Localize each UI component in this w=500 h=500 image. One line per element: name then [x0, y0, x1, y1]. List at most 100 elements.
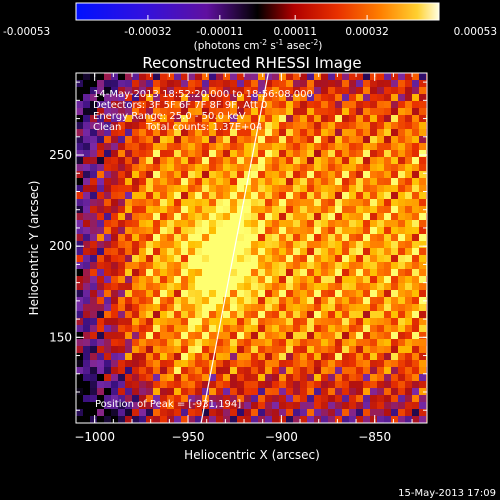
heatmap-cell: [349, 325, 357, 333]
heatmap-cell: [160, 409, 168, 417]
heatmap-cell: [202, 360, 210, 368]
heatmap-cell: [90, 290, 98, 298]
heatmap-cell: [258, 94, 266, 102]
heatmap-cell: [83, 318, 91, 326]
heatmap-cell: [223, 381, 231, 389]
heatmap-cell: [279, 395, 287, 403]
heatmap-cell: [279, 129, 287, 137]
heatmap-cell: [90, 255, 98, 263]
heatmap-cell: [209, 339, 217, 347]
heatmap-cell: [153, 283, 161, 291]
heatmap-cell: [195, 276, 203, 284]
heatmap-cell: [195, 304, 203, 312]
heatmap-cell: [167, 171, 175, 179]
heatmap-cell: [118, 94, 126, 102]
heatmap-cell: [244, 80, 252, 88]
heatmap-cell: [216, 255, 224, 263]
heatmap-cell: [125, 241, 133, 249]
heatmap-cell: [118, 234, 126, 242]
heatmap-cell: [286, 297, 294, 305]
heatmap-cell: [342, 304, 350, 312]
heatmap-cell: [300, 332, 308, 340]
heatmap-cell: [258, 115, 266, 123]
heatmap-cell: [307, 101, 315, 109]
heatmap-cell: [174, 360, 182, 368]
heatmap-cell: [188, 304, 196, 312]
heatmap-cell: [377, 262, 385, 270]
heatmap-cell: [195, 101, 203, 109]
heatmap-cell: [286, 416, 294, 423]
heatmap-cell: [167, 353, 175, 361]
heatmap-cell: [349, 143, 357, 151]
heatmap-cell: [209, 283, 217, 291]
heatmap-cell: [405, 241, 413, 249]
heatmap-cell: [405, 213, 413, 221]
heatmap-cell: [167, 220, 175, 228]
heatmap-cell: [293, 136, 301, 144]
heatmap-cell: [314, 115, 322, 123]
heatmap-cell: [216, 129, 224, 137]
heatmap-cell: [286, 325, 294, 333]
heatmap-cell: [412, 101, 420, 109]
heatmap-cell: [216, 108, 224, 116]
heatmap-cell: [293, 381, 301, 389]
heatmap-cell: [363, 290, 371, 298]
heatmap-cell: [370, 178, 378, 186]
heatmap-cell: [223, 94, 231, 102]
heatmap-cell: [223, 304, 231, 312]
heatmap-cell: [160, 234, 168, 242]
heatmap-cell: [286, 339, 294, 347]
heatmap-cell: [167, 143, 175, 151]
heatmap-cell: [272, 136, 280, 144]
heatmap-cell: [370, 108, 378, 116]
heatmap-cell: [195, 192, 203, 200]
heatmap-cell: [412, 360, 420, 368]
heatmap-cell: [391, 101, 399, 109]
heatmap-cell: [216, 409, 224, 417]
heatmap-cell: [370, 150, 378, 158]
heatmap-cell: [202, 339, 210, 347]
heatmap-cell: [104, 220, 112, 228]
heatmap-cell: [104, 171, 112, 179]
heatmap-cell: [202, 171, 210, 179]
heatmap-cell: [195, 311, 203, 319]
heatmap-cell: [237, 255, 245, 263]
heatmap-cell: [286, 101, 294, 109]
heatmap-cell: [188, 164, 196, 172]
heatmap-cell: [230, 122, 238, 130]
heatmap-cell: [286, 73, 294, 81]
heatmap-cell: [286, 353, 294, 361]
heatmap-cell: [342, 171, 350, 179]
heatmap-cell: [391, 248, 399, 256]
heatmap-cell: [216, 360, 224, 368]
heatmap-cell: [293, 304, 301, 312]
heatmap-cell: [195, 339, 203, 347]
heatmap-cell: [174, 192, 182, 200]
heatmap-cell: [216, 171, 224, 179]
heatmap-cell: [293, 248, 301, 256]
heatmap-cell: [237, 108, 245, 116]
heatmap-cell: [237, 178, 245, 186]
heatmap-cell: [160, 108, 168, 116]
heatmap-cell: [125, 143, 133, 151]
heatmap-cell: [83, 262, 91, 270]
heatmap-cell: [146, 248, 154, 256]
heatmap-cell: [286, 164, 294, 172]
heatmap-cell: [244, 73, 252, 81]
heatmap-cell: [265, 157, 273, 165]
heatmap-cell: [111, 297, 119, 305]
heatmap-cell: [321, 150, 329, 158]
heatmap-cell: [195, 234, 203, 242]
heatmap-cell: [384, 402, 392, 410]
heatmap-cell: [335, 220, 343, 228]
heatmap-cell: [146, 185, 154, 193]
heatmap-cell: [328, 73, 336, 81]
heatmap-cell: [356, 262, 364, 270]
heatmap-cell: [174, 416, 182, 423]
heatmap-cell: [188, 87, 196, 95]
heatmap-cell: [377, 360, 385, 368]
heatmap-cell: [111, 192, 119, 200]
heatmap-cell: [349, 199, 357, 207]
heatmap-cell: [356, 178, 364, 186]
heatmap-cell: [405, 402, 413, 410]
